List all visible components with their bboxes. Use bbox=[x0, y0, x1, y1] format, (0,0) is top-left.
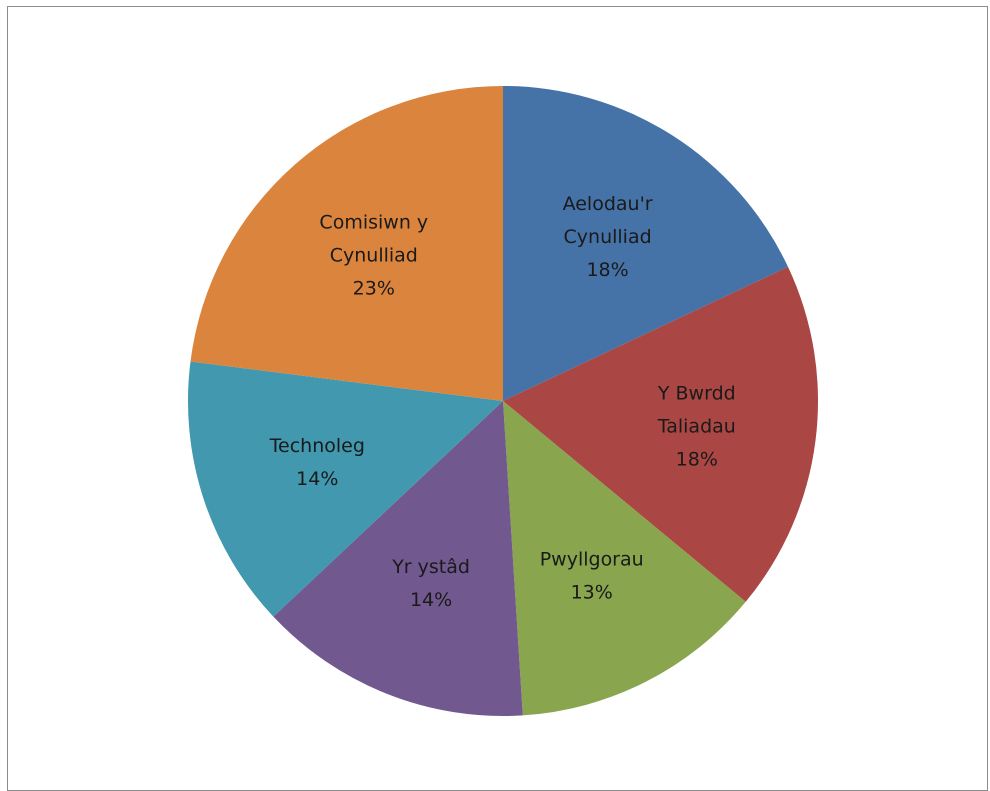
pie-slice bbox=[503, 266, 818, 602]
pie-slice bbox=[273, 401, 523, 717]
slice-category: Cynulliad bbox=[564, 226, 652, 248]
slice-category: Cynulliad bbox=[330, 245, 418, 267]
slice-label: Pwyllgorau 13% bbox=[540, 549, 644, 604]
slice-label: Aelodau'r Cynulliad 18% bbox=[563, 193, 653, 281]
slice-percent: 18% bbox=[676, 449, 718, 471]
pie-slice bbox=[503, 401, 746, 716]
slice-label: Comisiwn y Cynulliad 23% bbox=[319, 212, 428, 300]
pie-slice bbox=[187, 361, 503, 617]
slice-category: Aelodau'r bbox=[563, 193, 653, 215]
slice-label: Technoleg 14% bbox=[269, 435, 365, 490]
pie-slice bbox=[190, 86, 504, 401]
slice-percent: 18% bbox=[586, 259, 628, 281]
slice-percent: 14% bbox=[296, 468, 338, 490]
pie-slices bbox=[187, 86, 818, 717]
slice-percent: 14% bbox=[410, 589, 452, 611]
slice-category: Y Bwrdd bbox=[657, 383, 736, 405]
slice-percent: 13% bbox=[571, 582, 613, 604]
slice-label: Yr ystâd 14% bbox=[391, 556, 470, 611]
slice-category: Comisiwn y bbox=[319, 212, 428, 234]
slice-label: Y Bwrdd Taliadau 18% bbox=[657, 383, 736, 471]
pie-slice bbox=[503, 86, 789, 401]
slice-category: Technoleg bbox=[269, 435, 365, 457]
slice-category: Yr ystâd bbox=[391, 556, 470, 578]
slice-category: Pwyllgorau bbox=[540, 549, 644, 571]
pie-labels: Aelodau'r Cynulliad 18% Y Bwrdd Taliadau 18% P… bbox=[269, 193, 736, 611]
slice-percent: 23% bbox=[353, 278, 395, 300]
slice-category: Taliadau bbox=[657, 416, 736, 438]
